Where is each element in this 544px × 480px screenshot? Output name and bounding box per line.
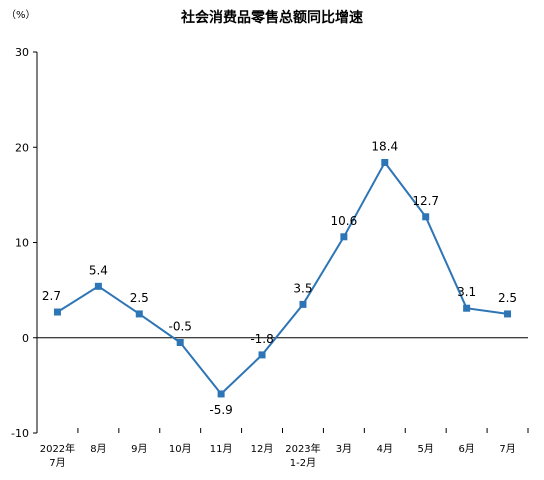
- x-tick-label: 2022年: [40, 442, 75, 455]
- data-point-marker: [340, 233, 348, 241]
- data-point-marker: [463, 304, 471, 312]
- x-tick-label: 7月: [499, 443, 515, 455]
- data-point-marker: [135, 310, 143, 318]
- x-tick-label: 1-2月: [290, 457, 316, 469]
- data-label: 2.5: [130, 291, 149, 305]
- data-label: -5.9: [209, 403, 232, 417]
- x-tick-label: 2023年: [285, 442, 320, 455]
- data-point-marker: [381, 158, 389, 166]
- y-axis: 30 20 10 0 -10: [11, 46, 38, 440]
- data-point-marker: [217, 390, 225, 398]
- y-axis-unit-label: （%）: [6, 9, 36, 21]
- data-label: 3.5: [293, 281, 312, 295]
- series-line: [56, 160, 508, 396]
- chart-title: 社会消费品零售总额同比增速: [180, 9, 363, 26]
- data-point-marker: [176, 339, 184, 347]
- series-layer: [53, 158, 512, 398]
- x-axis: 2022年 7月 8月 9月 10月 11月 12月 2023年 1-2月 3月 4月 5月 6月 7月: [36, 337, 529, 469]
- x-tick-label: 9月: [131, 443, 147, 455]
- data-label: 12.7: [412, 194, 439, 208]
- data-label: 2.7: [42, 289, 61, 303]
- data-point-marker: [53, 308, 61, 316]
- data-point-marker: [258, 351, 266, 359]
- data-label: 10.6: [331, 214, 358, 228]
- data-labels: 2.7 5.4 2.5 -0.5 -5.9 -1.8 3.5 10.6 18.4 12.7 3.1 2…: [42, 139, 517, 416]
- y-tick-label: 0: [22, 332, 29, 345]
- x-tick-label: 5月: [418, 443, 434, 455]
- y-tick-label: 10: [15, 237, 29, 250]
- y-tick-label: 20: [15, 141, 29, 154]
- data-label: -0.5: [168, 320, 191, 334]
- data-point-marker: [422, 213, 430, 221]
- x-tick-label: 11月: [210, 443, 233, 455]
- data-label: 2.5: [498, 291, 517, 305]
- x-tick-label: 8月: [90, 443, 106, 455]
- x-tick-label: 10月: [169, 443, 192, 455]
- x-tick-label: 6月: [458, 443, 474, 455]
- data-label: 18.4: [371, 139, 398, 153]
- x-tick-label: 7月: [49, 457, 65, 469]
- x-tick-label: 12月: [251, 443, 274, 455]
- data-point-marker: [504, 310, 512, 318]
- x-tick-label: 4月: [377, 443, 393, 455]
- data-label: -1.8: [250, 332, 273, 346]
- data-label: 3.1: [457, 285, 476, 299]
- y-tick-label: 30: [15, 46, 29, 59]
- data-label: 5.4: [89, 263, 108, 277]
- data-point-marker: [94, 282, 102, 290]
- x-tick-label: 3月: [336, 443, 352, 455]
- data-point-marker: [299, 300, 307, 308]
- y-tick-label: -10: [11, 427, 29, 440]
